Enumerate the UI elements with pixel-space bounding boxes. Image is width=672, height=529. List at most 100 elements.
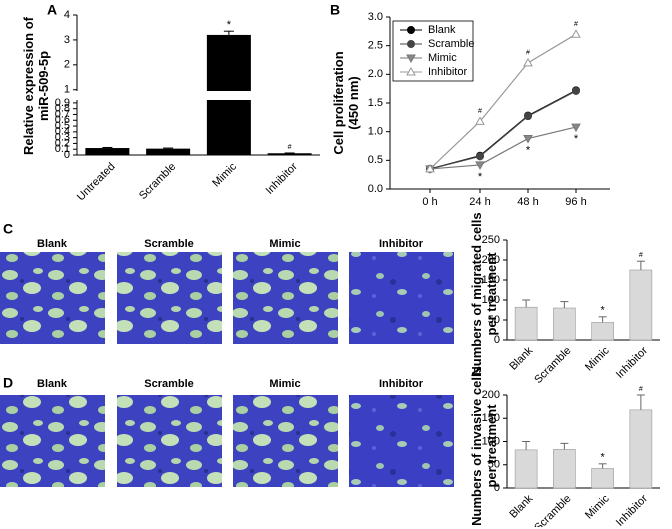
y-axis-label: Numbers of migrated cells per treatment <box>469 212 499 376</box>
significance-marker: # <box>526 50 530 57</box>
y-tick-label: 0.1 <box>55 143 70 155</box>
micrograph <box>0 395 105 487</box>
bar <box>206 100 251 155</box>
micrograph <box>233 395 338 487</box>
x-tick-label: Mimic <box>210 160 239 189</box>
bar <box>629 409 653 489</box>
series-line <box>429 33 577 170</box>
y-tick-label: 1 <box>64 84 70 96</box>
y-tick-label: 2.5 <box>368 40 383 52</box>
image-caption: Scramble <box>144 238 194 250</box>
image-caption: Inhibitor <box>379 238 424 250</box>
y-tick-label: 250 <box>482 234 500 246</box>
micrograph <box>117 252 222 344</box>
y-tick-label: 0 <box>64 149 70 161</box>
data-point <box>475 116 485 125</box>
significance-marker: * <box>526 144 531 156</box>
legend-label: Blank <box>428 24 456 36</box>
series-line <box>429 90 577 170</box>
y-tick-label: 2.0 <box>368 68 383 80</box>
y-axis-label: Cell proliferation (450 nm) <box>331 51 361 155</box>
y-tick-label: 0 <box>494 482 500 494</box>
image-caption: Mimic <box>269 378 300 390</box>
data-point <box>523 135 533 144</box>
x-tick-label: 24 h <box>469 196 490 208</box>
x-tick-label: Untreated <box>75 161 118 204</box>
bar <box>553 307 576 341</box>
bar <box>146 148 191 155</box>
x-tick-label: Mimic <box>583 344 612 373</box>
data-point <box>571 29 581 38</box>
y-tick-label: 150 <box>482 274 500 286</box>
bar <box>267 153 312 155</box>
y-tick-label: 2 <box>64 59 70 71</box>
x-tick-label: Inhibitor <box>614 344 650 380</box>
significance-marker: # <box>574 21 578 28</box>
significance-marker: * <box>574 133 579 145</box>
image-caption: Blank <box>37 238 68 250</box>
y-tick-label: 50 <box>488 459 500 471</box>
bar <box>591 468 614 489</box>
y-tick-label: 4 <box>64 9 70 21</box>
y-tick-label: 0.4 <box>55 126 70 138</box>
legend-label: Inhibitor <box>428 66 467 78</box>
bar <box>591 322 614 341</box>
x-tick-label: 0 h <box>422 196 437 208</box>
x-tick-label: Mimic <box>583 492 612 521</box>
y-axis-label: Numbers of invasive cells per treatment <box>469 365 499 526</box>
data-point <box>406 54 416 64</box>
y-tick-label: 0.7 <box>55 108 70 120</box>
image-caption: Mimic <box>269 238 300 250</box>
y-tick-label: 3.0 <box>368 11 383 23</box>
data-point <box>524 112 532 121</box>
significance-marker: # <box>639 252 643 259</box>
y-tick-label: 0.3 <box>55 132 70 144</box>
micrograph <box>117 395 222 487</box>
legend-label: Mimic <box>428 52 457 64</box>
bar <box>514 306 538 341</box>
significance-marker: * <box>600 305 605 317</box>
legend-label: Scramble <box>428 38 474 50</box>
bar <box>206 34 251 91</box>
micrograph <box>349 252 454 344</box>
y-tick-label: 0.9 <box>55 97 70 109</box>
data-point <box>425 163 435 173</box>
y-axis-label: Relative expression of miR-509-5p <box>21 17 51 155</box>
significance-marker: * <box>600 452 605 464</box>
bar <box>629 269 653 341</box>
x-tick-label: Scramble <box>532 493 573 527</box>
image-caption: Inhibitor <box>379 378 424 390</box>
data-point <box>475 161 485 170</box>
bar <box>553 449 576 489</box>
panel-label: B <box>330 2 340 18</box>
significance-marker: # <box>639 386 643 393</box>
image-caption: Blank <box>37 378 68 390</box>
significance-marker: # <box>478 108 482 115</box>
significance-marker: * <box>478 171 483 183</box>
x-tick-label: Inhibitor <box>614 492 650 527</box>
panel-label: C <box>3 221 13 237</box>
series-line <box>429 126 577 170</box>
significance-marker: * <box>227 19 232 31</box>
x-tick-label: Blank <box>507 344 535 372</box>
x-tick-label: Scramble <box>532 345 573 386</box>
y-tick-label: 50 <box>488 314 500 326</box>
panel-label: D <box>3 375 13 391</box>
panel-label: A <box>47 2 57 18</box>
y-tick-label: 1.5 <box>368 97 383 109</box>
x-tick-label: Inhibitor <box>264 160 300 196</box>
bar <box>514 449 538 489</box>
data-point <box>476 152 484 161</box>
x-tick-label: Scramble <box>137 161 178 202</box>
micrograph <box>233 252 338 344</box>
data-point <box>572 86 580 95</box>
y-tick-label: 150 <box>482 412 500 424</box>
y-tick-label: 0.6 <box>55 114 70 126</box>
y-tick-label: 0.5 <box>368 154 383 166</box>
data-point <box>571 123 581 133</box>
bar <box>85 148 130 155</box>
image-caption: Scramble <box>144 378 194 390</box>
y-tick-label: 0.5 <box>55 120 70 132</box>
